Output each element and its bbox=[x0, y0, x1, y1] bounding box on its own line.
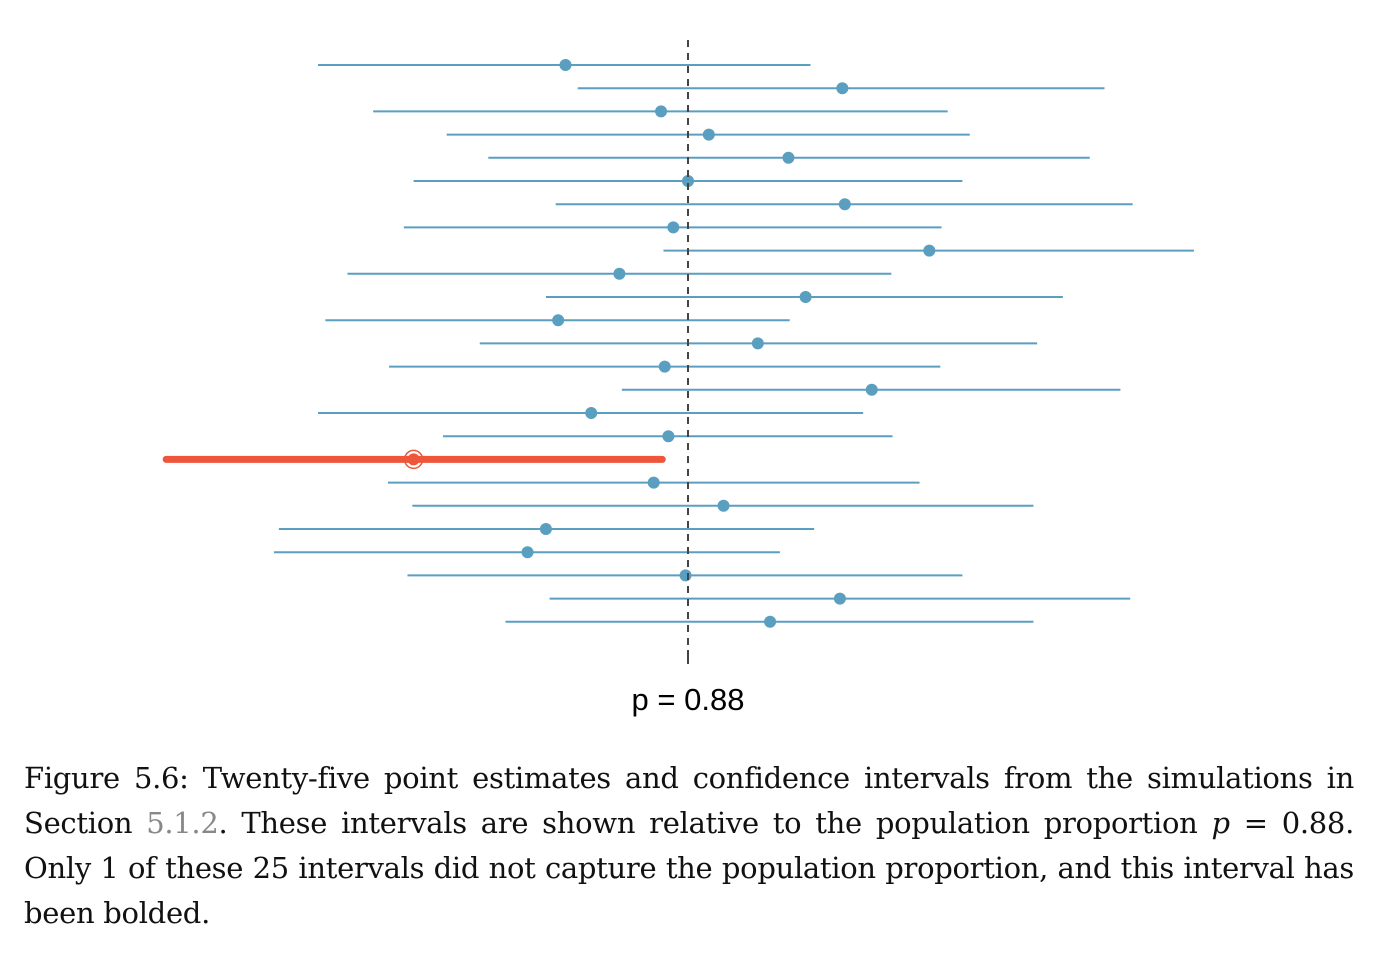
estimate-point bbox=[782, 151, 795, 164]
estimate-point bbox=[799, 291, 812, 303]
estimate-point bbox=[667, 221, 680, 234]
estimate-point bbox=[585, 407, 598, 419]
estimate-point bbox=[679, 569, 692, 582]
estimate-point bbox=[836, 82, 849, 95]
p-symbol: p bbox=[1211, 806, 1231, 840]
estimate-point bbox=[647, 476, 660, 489]
caption-text: . These intervals are shown relative to … bbox=[218, 806, 1212, 840]
estimate-point bbox=[521, 546, 534, 559]
estimate-point bbox=[552, 314, 565, 327]
estimate-point bbox=[833, 592, 846, 605]
estimate-point bbox=[682, 175, 694, 187]
estimate-point bbox=[764, 615, 777, 628]
figure-label: Figure 5.6: bbox=[24, 761, 189, 795]
estimate-point bbox=[702, 128, 715, 141]
confidence-interval-chart bbox=[162, 40, 1194, 664]
missed-estimate-point bbox=[407, 453, 420, 466]
caption-text: Twenty-five point estimates and confiden… bbox=[24, 761, 1354, 840]
estimate-point bbox=[662, 430, 675, 443]
estimate-point bbox=[838, 198, 851, 211]
estimate-point bbox=[613, 267, 626, 280]
caption-text: = 0.88. Only 1 of these 25 intervals did… bbox=[24, 806, 1355, 930]
estimate-point bbox=[751, 337, 764, 350]
figure-caption: Figure 5.6: Twenty-five point estimates … bbox=[24, 756, 1354, 936]
estimate-point bbox=[539, 523, 552, 535]
missed-estimate-ring bbox=[403, 449, 424, 470]
estimate-point bbox=[717, 499, 730, 512]
reference-line-label: p = 0.88 bbox=[631, 682, 745, 717]
estimate-point bbox=[559, 59, 572, 71]
estimate-point bbox=[923, 244, 936, 257]
estimate-point bbox=[655, 105, 668, 118]
estimate-point bbox=[865, 383, 878, 396]
section-link[interactable]: 5.1.2 bbox=[146, 806, 219, 840]
estimate-point bbox=[658, 360, 671, 373]
